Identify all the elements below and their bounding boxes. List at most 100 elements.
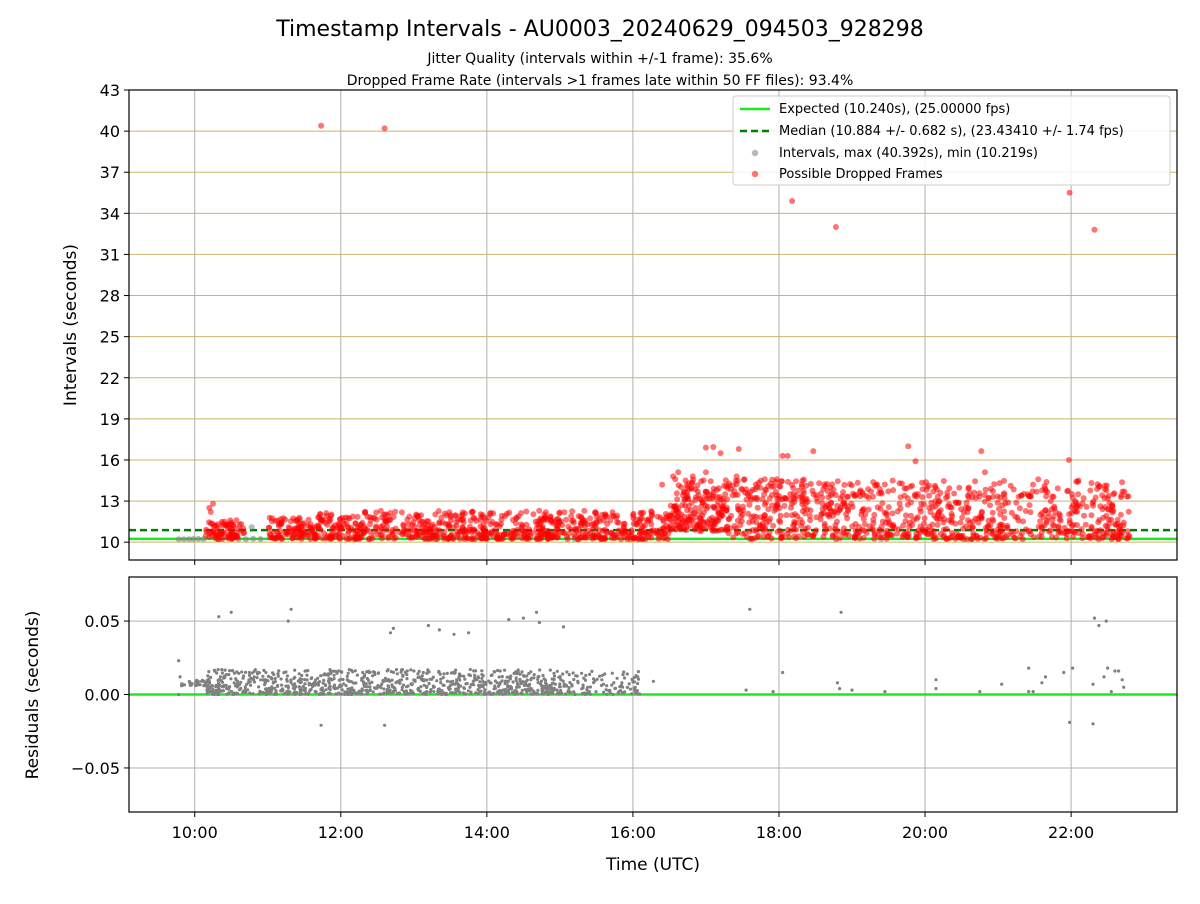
legend-box [732,95,1171,186]
dropped-frame-point [317,511,324,517]
dropped-frame-point [317,526,324,533]
residual-point [417,669,421,674]
dropped-frame-point [1095,536,1102,543]
dropped-frame-point [1099,506,1106,513]
residual-point [469,691,473,696]
dropped-frame-point [561,509,568,516]
dropped-frame-point [1071,529,1078,536]
dropped-frame-point [1020,490,1027,497]
dropped-frame-point [654,513,661,520]
residual-point [503,679,508,683]
residual-point [438,672,442,676]
dropped-frame-point [384,523,390,530]
residual-point [453,691,457,695]
residual-point [503,668,507,672]
residual-point [251,692,255,696]
dropped-frame-point [287,528,294,535]
dropped-frame-point [987,502,993,509]
residual-point [550,689,554,693]
residual-point [630,678,635,682]
residual-point [544,681,548,685]
residual-point [346,671,350,675]
dropped-frame-point [1108,516,1115,523]
residual-point [289,607,293,611]
residual-point [518,672,522,676]
dropped-frame-point [831,507,838,514]
residual-point [566,690,570,694]
residual-point [516,684,520,688]
dropped-frame-point [1000,491,1007,498]
dropped-frame-point [727,525,734,532]
residual-point [255,676,259,680]
residual-point [273,686,277,691]
dropped-frame-point [537,516,544,523]
residual-point [456,682,460,686]
residual-point [551,681,555,685]
dropped-frame-point [785,534,792,540]
dropped-frame-point [1054,485,1061,492]
dropped-frame-point [468,509,475,516]
dropped-frame-point [452,512,459,519]
residual-point [406,692,410,696]
dropped-frame-point [212,532,219,539]
dropped-frame-point [216,536,222,543]
dropped-frame-point [628,527,635,534]
dropped-frame-point [843,511,850,518]
residual-point [452,671,457,675]
dropped-frame-point [282,529,289,536]
residual-point [600,678,604,682]
interval-point [248,524,255,531]
dropped-frame-point [916,529,923,536]
residual-point [446,686,450,690]
dropped-frame-point [1121,488,1128,495]
residual-point [311,684,315,689]
dropped-frame-point [1010,486,1017,493]
residual-point [564,684,569,688]
dropped-frame-point [941,516,948,523]
dropped-frame-point [754,504,761,511]
dropped-frame-point [1001,508,1008,515]
residual-point [232,671,237,675]
dropped-frame-point [1025,528,1031,535]
residual-point [567,686,571,690]
residual-point [205,692,209,696]
dropped-frame-point [742,489,749,496]
dropped-frame-point [1033,488,1040,495]
residual-point [391,670,396,675]
dropped-frame-point [907,483,914,490]
dropped-frame-point [904,501,911,508]
residual-point [473,673,477,677]
residual-point [217,615,221,619]
dropped-frame-point [981,492,988,498]
dropped-frame-point [958,506,965,513]
dropped-frame-point [387,510,394,516]
residual-point [347,691,351,695]
residual-point [393,687,397,691]
dropped-frame-point [233,517,240,524]
dropped-frame-point [1114,516,1121,523]
dropped-frame-point [621,534,628,541]
residual-point [594,690,598,694]
residual-point [349,692,353,697]
legend-dropped-label: Possible Dropped Frames [779,167,943,182]
dropped-frame-point [794,513,801,520]
residual-point [249,676,253,680]
residual-point [220,668,224,672]
residual-point [605,684,609,688]
interval-point [175,536,182,543]
residual-point [610,671,614,675]
dropped-frame-point [343,535,350,542]
residual-point [422,691,426,695]
residual-point [493,686,497,691]
dropped-frame-point [614,519,621,526]
dropped-frame-point [467,517,474,524]
residual-point [426,623,430,628]
residual-point [299,680,303,684]
dropped-frame-point [929,504,936,511]
residual-point [273,691,277,695]
dropped-frame-point [784,452,791,459]
residual-point [600,673,605,677]
dropped-frame-point [735,506,742,513]
residual-point [240,670,244,674]
dropped-frame-point [922,529,929,536]
